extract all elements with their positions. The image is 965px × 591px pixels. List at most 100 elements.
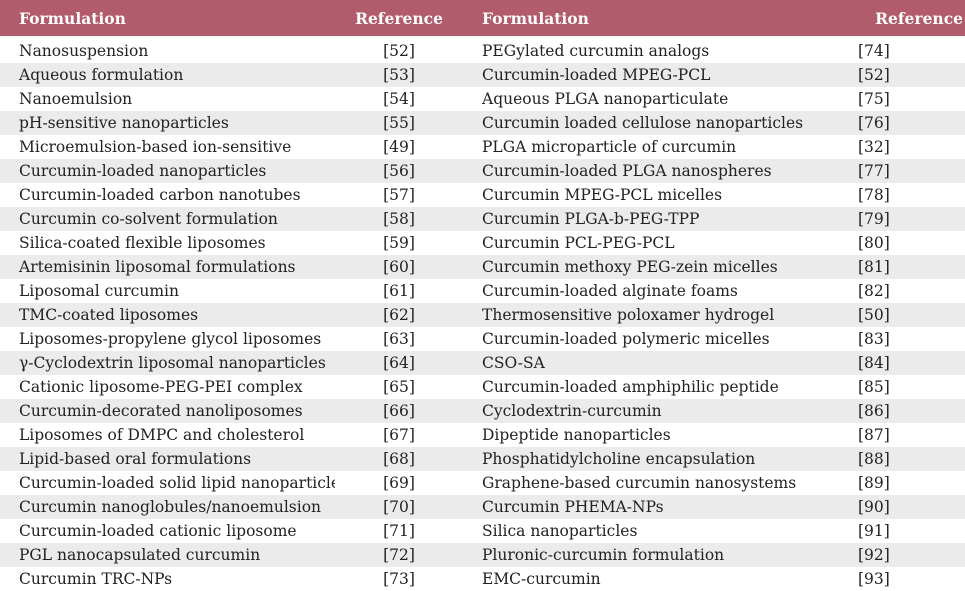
table-row: Liposomal curcumin [61] Curcumin-loaded al… xyxy=(0,279,965,303)
reference-right-cell: [81] xyxy=(858,258,890,276)
reference-right-cell: [85] xyxy=(858,378,890,396)
formulation-left-cell: Curcumin-loaded solid lipid nanoparticle… xyxy=(19,474,335,492)
table-row: Curcumin-loaded cationic liposome [71] Sil… xyxy=(0,519,965,543)
table-row: Microemulsion-based ion-sensitive [49] PLG… xyxy=(0,135,965,159)
formulation-left-cell: pH-sensitive nanoparticles xyxy=(19,114,229,132)
table-body: Nanosuspension [52] PEGylated curcumin ana… xyxy=(0,36,965,591)
formulation-left-cell: Curcumin TRC-NPs xyxy=(19,570,173,588)
formulation-right-cell: Curcumin-loaded PLGA nanospheres xyxy=(482,162,772,180)
formulation-left-cell: Curcumin-decorated nanoliposomes xyxy=(19,402,303,420)
table-row: Curcumin-loaded carbon nanotubes [57] Curc… xyxy=(0,183,965,207)
reference-left-cell: [53] xyxy=(383,66,415,84)
table-row: PGL nanocapsulated curcumin [72] Pluronic-… xyxy=(0,543,965,567)
table-row: Artemisinin liposomal formulations [60] Cu… xyxy=(0,255,965,279)
formulation-left-cell: γ-Cyclodextrin liposomal nanoparticles xyxy=(19,354,326,372)
reference-right-cell: [76] xyxy=(858,114,890,132)
formulation-right-cell: Graphene-based curcumin nanosystems xyxy=(482,474,797,492)
reference-left-cell: [69] xyxy=(383,474,415,492)
formulation-right-cell: Curcumin MPEG-PCL micelles xyxy=(482,186,723,204)
reference-right-cell: [52] xyxy=(858,66,890,84)
reference-left-cell: [72] xyxy=(383,546,415,564)
reference-left-cell: [73] xyxy=(383,570,415,588)
reference-right-cell: [93] xyxy=(858,570,890,588)
reference-right-cell: [80] xyxy=(858,234,890,252)
formulation-right-cell: Silica nanoparticles xyxy=(482,522,638,540)
formulation-right-cell: Phosphatidylcholine encapsulation xyxy=(482,450,756,468)
reference-right-cell: [84] xyxy=(858,354,890,372)
reference-right-cell: [50] xyxy=(858,306,890,324)
formulation-right-cell: CSO-SA xyxy=(482,354,545,372)
reference-right-cell: [92] xyxy=(858,546,890,564)
reference-left-cell: [65] xyxy=(383,378,415,396)
header-formulation-left: Formulation xyxy=(19,8,126,28)
formulation-right-cell: Curcumin PCL-PEG-PCL xyxy=(482,234,675,252)
table-row: Aqueous formulation [53] Curcumin-loaded M… xyxy=(0,63,965,87)
formulation-left-cell: Liposomes-propylene glycol liposomes xyxy=(19,330,322,348)
formulation-left-cell: Curcumin nanoglobules/nanoemulsion xyxy=(19,498,322,516)
reference-left-cell: [62] xyxy=(383,306,415,324)
table-row: Nanoemulsion [54] Aqueous PLGA nanoparticu… xyxy=(0,87,965,111)
reference-right-cell: [91] xyxy=(858,522,890,540)
reference-right-cell: [32] xyxy=(858,138,890,156)
table-row: Liposomes-propylene glycol liposomes [63]… xyxy=(0,327,965,351)
reference-left-cell: [67] xyxy=(383,426,415,444)
formulation-right-cell: EMC-curcumin xyxy=(482,570,601,588)
formulation-left-cell: Curcumin-loaded cationic liposome xyxy=(19,522,297,540)
table-row: Curcumin nanoglobules/nanoemulsion [70] Cu… xyxy=(0,495,965,519)
formulation-right-cell: Dipeptide nanoparticles xyxy=(482,426,671,444)
formulation-left-cell: Aqueous formulation xyxy=(19,66,184,84)
reference-left-cell: [54] xyxy=(383,90,415,108)
table-header-row: Formulation Reference Formulation Refere… xyxy=(0,0,965,36)
reference-right-cell: [75] xyxy=(858,90,890,108)
formulation-left-cell: Lipid-based oral formulations xyxy=(19,450,252,468)
reference-right-cell: [88] xyxy=(858,450,890,468)
reference-left-cell: [63] xyxy=(383,330,415,348)
reference-right-cell: [89] xyxy=(858,474,890,492)
table-row: Cationic liposome-PEG-PEI complex [65] Cur… xyxy=(0,375,965,399)
formulation-left-cell: Microemulsion-based ion-sensitive xyxy=(19,138,292,156)
reference-left-cell: [58] xyxy=(383,210,415,228)
formulation-right-cell: Curcumin-loaded amphiphilic peptide xyxy=(482,378,779,396)
formulation-right-cell: Thermosensitive poloxamer hydrogel xyxy=(482,306,775,324)
reference-left-cell: [57] xyxy=(383,186,415,204)
reference-right-cell: [79] xyxy=(858,210,890,228)
formulation-right-cell: Curcumin methoxy PEG-zein micelles xyxy=(482,258,778,276)
formulation-left-cell: Curcumin co-solvent formulation xyxy=(19,210,278,228)
formulation-left-cell: Cationic liposome-PEG-PEI complex xyxy=(19,378,303,396)
reference-right-cell: [87] xyxy=(858,426,890,444)
formulation-right-cell: Cyclodextrin-curcumin xyxy=(482,402,662,420)
table-row: pH-sensitive nanoparticles [55] Curcumin l… xyxy=(0,111,965,135)
reference-right-cell: [78] xyxy=(858,186,890,204)
reference-left-cell: [55] xyxy=(383,114,415,132)
formulation-left-cell: PGL nanocapsulated curcumin xyxy=(19,546,261,564)
formulation-left-cell: Nanosuspension xyxy=(19,42,149,60)
formulation-right-cell: Curcumin-loaded MPEG-PCL xyxy=(482,66,711,84)
table-row: Liposomes of DMPC and cholesterol [67] Dip… xyxy=(0,423,965,447)
reference-left-cell: [56] xyxy=(383,162,415,180)
table-row: Curcumin-decorated nanoliposomes [66] Cycl… xyxy=(0,399,965,423)
header-formulation-right: Formulation xyxy=(482,8,589,28)
reference-left-cell: [61] xyxy=(383,282,415,300)
table-row: γ-Cyclodextrin liposomal nanoparticles [6… xyxy=(0,351,965,375)
header-reference-left: Reference xyxy=(355,8,443,28)
reference-left-cell: [52] xyxy=(383,42,415,60)
reference-left-cell: [60] xyxy=(383,258,415,276)
formulation-left-cell: Liposomes of DMPC and cholesterol xyxy=(19,426,305,444)
header-reference-right: Reference xyxy=(875,8,963,28)
reference-right-cell: [82] xyxy=(858,282,890,300)
reference-left-cell: [71] xyxy=(383,522,415,540)
formulation-right-cell: PLGA microparticle of curcumin xyxy=(482,138,737,156)
formulation-left-cell: TMC-coated liposomes xyxy=(19,306,199,324)
table-row: Curcumin-loaded solid lipid nanoparticle… xyxy=(0,471,965,495)
reference-right-cell: [86] xyxy=(858,402,890,420)
table-row: Curcumin TRC-NPs [73] EMC-curcumin [93] xyxy=(0,567,965,591)
reference-left-cell: [59] xyxy=(383,234,415,252)
formulation-left-cell: Curcumin-loaded carbon nanotubes xyxy=(19,186,301,204)
formulation-left-cell: Artemisinin liposomal formulations xyxy=(19,258,296,276)
reference-right-cell: [77] xyxy=(858,162,890,180)
reference-right-cell: [90] xyxy=(858,498,890,516)
table-row: Curcumin-loaded nanoparticles [56] Curcumi… xyxy=(0,159,965,183)
formulation-left-cell: Silica-coated flexible liposomes xyxy=(19,234,266,252)
formulation-right-cell: Curcumin-loaded polymeric micelles xyxy=(482,330,770,348)
formulation-right-cell: Curcumin loaded cellulose nanoparticles xyxy=(482,114,803,132)
